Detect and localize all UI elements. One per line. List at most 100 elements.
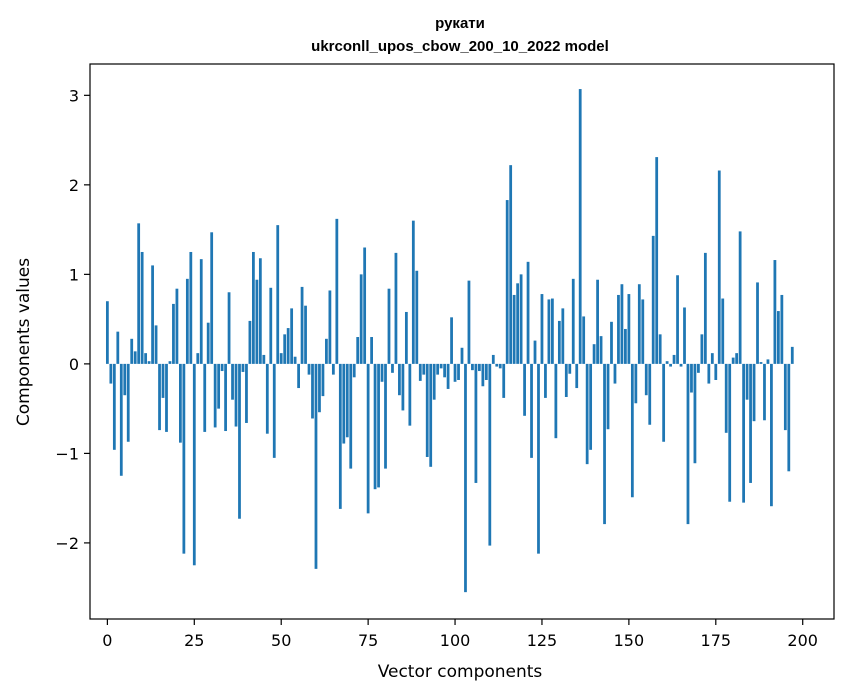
- bar-20: [175, 288, 179, 364]
- bar-47: [269, 287, 273, 364]
- bar-23: [185, 278, 189, 364]
- y-tick-label: 1: [69, 265, 79, 284]
- bar-108: [481, 363, 485, 387]
- bar-139: [589, 363, 593, 450]
- bar-131: [561, 308, 565, 364]
- x-tick-label: 200: [787, 631, 818, 650]
- bar-172: [703, 252, 707, 364]
- bar-97: [443, 363, 447, 378]
- bar-7: [130, 338, 134, 364]
- bar-187: [756, 282, 759, 364]
- x-tick-label: 25: [184, 631, 204, 650]
- bar-144: [606, 363, 610, 430]
- bar-101: [457, 363, 460, 380]
- bar-148: [620, 284, 624, 364]
- y-tick-label: 0: [69, 355, 79, 374]
- bar-4: [119, 363, 123, 476]
- bar-132: [564, 363, 568, 397]
- bar-167: [686, 363, 690, 525]
- bar-80: [384, 363, 387, 469]
- bar-94: [432, 363, 436, 400]
- chart-title: рукати: [435, 15, 485, 32]
- bar-81: [387, 288, 391, 364]
- bar-119: [519, 274, 523, 364]
- bar-55: [297, 363, 300, 389]
- bar-93: [429, 363, 433, 467]
- y-tick-label: −1: [55, 444, 79, 463]
- bar-71: [352, 363, 356, 378]
- bar-122: [530, 363, 533, 458]
- bar-67: [338, 363, 342, 509]
- bar-98: [446, 363, 450, 389]
- x-tick-label: 100: [440, 631, 471, 650]
- bar-142: [599, 336, 603, 364]
- bar-110: [488, 363, 492, 546]
- bar-61: [318, 363, 321, 413]
- bar-159: [658, 334, 662, 364]
- bar-120: [523, 363, 526, 416]
- x-axis-ticks: 0 25 50 75 100 125 150 175 200: [102, 619, 818, 650]
- bar-54: [293, 356, 297, 364]
- bar-173: [707, 363, 711, 384]
- y-tick-label: 3: [69, 86, 79, 105]
- bar-53: [290, 308, 294, 364]
- bar-175: [714, 363, 718, 380]
- bar-115: [505, 200, 509, 364]
- bar-168: [690, 363, 693, 393]
- bar-178: [724, 363, 728, 433]
- bar-73: [359, 274, 363, 364]
- bar-177: [721, 298, 725, 364]
- bar-76: [370, 337, 373, 364]
- bar-72: [356, 337, 360, 364]
- bar-162: [669, 363, 672, 367]
- bar-140: [592, 344, 596, 364]
- bar-191: [770, 363, 773, 507]
- bar-128: [551, 298, 554, 364]
- bar-90: [418, 363, 422, 381]
- bar-193: [776, 311, 780, 364]
- bar-11: [144, 353, 148, 364]
- bar-188: [759, 362, 763, 364]
- bar-45: [262, 354, 266, 364]
- bar-151: [630, 363, 634, 498]
- bar-105: [471, 363, 474, 371]
- bar-77: [373, 363, 377, 490]
- bar-19: [172, 303, 175, 364]
- x-tick-label: 0: [102, 631, 112, 650]
- bar-30: [210, 232, 214, 364]
- bar-125: [540, 294, 544, 364]
- bar-150: [627, 294, 631, 364]
- bar-41: [248, 320, 252, 364]
- bar-134: [571, 278, 575, 364]
- bar-114: [502, 363, 506, 398]
- bar-18: [168, 361, 172, 364]
- bar-2: [112, 363, 116, 450]
- bar-31: [213, 363, 217, 428]
- bar-26: [196, 353, 200, 364]
- bar-92: [425, 363, 429, 457]
- bar-36: [231, 363, 234, 400]
- bar-100: [453, 363, 457, 382]
- bar-42: [252, 251, 255, 364]
- bar-161: [665, 361, 669, 364]
- y-tick-label: −2: [55, 534, 79, 553]
- x-tick-label: 125: [527, 631, 558, 650]
- bar-129: [554, 363, 558, 439]
- x-axis-label: Vector components: [378, 662, 543, 682]
- bar-182: [738, 231, 742, 364]
- x-tick-label: 50: [271, 631, 291, 650]
- bar-70: [349, 363, 353, 469]
- bar-130: [557, 320, 561, 364]
- plot-frame: [89, 63, 835, 620]
- bar-3: [116, 331, 120, 364]
- bar-138: [585, 363, 589, 465]
- bar-180: [731, 357, 735, 364]
- bar-163: [672, 354, 676, 364]
- bar-194: [780, 294, 784, 364]
- bar-46: [265, 363, 269, 434]
- bar-95: [436, 363, 440, 375]
- bar-176: [717, 170, 721, 364]
- bar-27: [199, 259, 203, 364]
- x-tick-label: 75: [358, 631, 378, 650]
- bar-116: [509, 165, 513, 364]
